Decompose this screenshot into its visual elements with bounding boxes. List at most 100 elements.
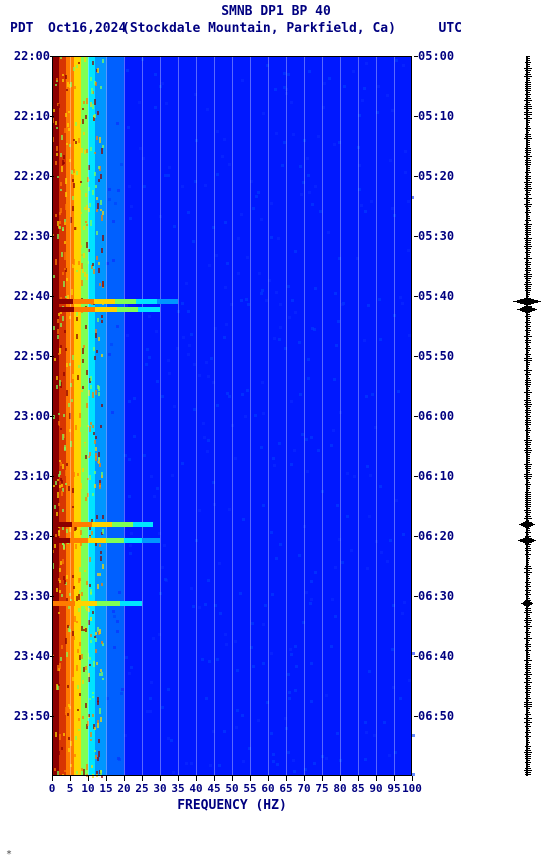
date-label: Oct16,2024	[48, 21, 126, 36]
page-root: SMNB DP1 BP 40 PDT Oct16,2024 (Stockdale…	[0, 0, 552, 864]
time-tick-label: 22:10	[14, 109, 50, 123]
chart-title: SMNB DP1 BP 40	[0, 0, 552, 19]
event-streak	[157, 299, 178, 304]
gridline	[250, 56, 251, 776]
time-tick-label: 05:00	[418, 49, 454, 63]
time-axis-left: 22:0022:1022:2022:3022:4022:5023:0023:10…	[8, 56, 52, 776]
gridline	[196, 56, 197, 776]
tz-right-label: UTC	[439, 21, 462, 36]
event-streak	[88, 538, 106, 543]
time-tick-label: 05:20	[418, 169, 454, 183]
event-streak	[92, 522, 112, 527]
event-streak	[106, 538, 124, 543]
time-axis-right: 05:0005:1005:2005:3005:4005:5006:0006:10…	[416, 56, 460, 776]
time-tick-label: 06:40	[418, 649, 454, 663]
gridline	[88, 56, 89, 776]
gridline	[70, 56, 71, 776]
time-tick-label: 06:30	[418, 589, 454, 603]
frequency-axis-title: FREQUENCY (HZ)	[52, 798, 412, 813]
time-tick-label: 23:50	[14, 709, 50, 723]
footnote: *	[6, 849, 12, 860]
time-tick-label: 22:40	[14, 289, 50, 303]
gridline	[358, 56, 359, 776]
gridline	[340, 56, 341, 776]
freq-tick-label: 90	[369, 782, 382, 795]
event-streak	[75, 601, 98, 606]
gridline	[304, 56, 305, 776]
event-streak	[73, 299, 94, 304]
freq-tick-label: 35	[171, 782, 184, 795]
gridline	[178, 56, 179, 776]
time-tick-label: 22:20	[14, 169, 50, 183]
time-tick-label: 05:40	[418, 289, 454, 303]
event-streak	[97, 601, 120, 606]
event-streak	[52, 601, 75, 606]
gridline	[124, 56, 125, 776]
freq-tick-label: 15	[99, 782, 112, 795]
event-streak	[117, 307, 139, 312]
freq-tick-label: 65	[279, 782, 292, 795]
time-tick-label: 06:50	[418, 709, 454, 723]
time-tick-label: 05:10	[418, 109, 454, 123]
frequency-axis: FREQUENCY (HZ) 0510152025303540455055606…	[52, 776, 412, 816]
freq-tick-label: 95	[387, 782, 400, 795]
gridline	[376, 56, 377, 776]
event-streak	[133, 522, 153, 527]
time-tick-label: 22:50	[14, 349, 50, 363]
spectrogram-plot	[52, 56, 412, 776]
time-tick-label: 23:10	[14, 469, 50, 483]
time-tick-label: 22:30	[14, 229, 50, 243]
time-tick-label: 22:00	[14, 49, 50, 63]
freq-tick-label: 85	[351, 782, 364, 795]
event-streak	[94, 299, 115, 304]
gridline	[232, 56, 233, 776]
event-streak	[52, 522, 72, 527]
freq-tick-label: 100	[402, 782, 422, 795]
time-tick-label: 23:00	[14, 409, 50, 423]
event-streak	[74, 307, 96, 312]
event-streak	[52, 538, 70, 543]
chart-subheader: PDT Oct16,2024 (Stockdale Mountain, Park…	[0, 19, 552, 39]
gridline	[106, 56, 107, 776]
freq-tick-label: 10	[81, 782, 94, 795]
time-tick-label: 23:30	[14, 589, 50, 603]
event-streak	[72, 522, 92, 527]
freq-tick-label: 5	[67, 782, 74, 795]
time-tick-label: 06:00	[418, 409, 454, 423]
freq-tick-label: 45	[207, 782, 220, 795]
tz-left-label: PDT	[10, 21, 33, 36]
gridline	[268, 56, 269, 776]
time-tick-label: 23:20	[14, 529, 50, 543]
gridline	[214, 56, 215, 776]
gridline	[322, 56, 323, 776]
gridline	[142, 56, 143, 776]
event-streak	[142, 538, 160, 543]
time-tick-label: 06:10	[418, 469, 454, 483]
freq-tick-label: 80	[333, 782, 346, 795]
event-streak	[95, 307, 117, 312]
freq-tick-label: 25	[135, 782, 148, 795]
gridline	[394, 56, 395, 776]
event-streak	[115, 299, 136, 304]
event-streak	[70, 538, 88, 543]
freq-tick-label: 20	[117, 782, 130, 795]
gridline	[286, 56, 287, 776]
seismogram-trace	[512, 56, 542, 776]
event-streak	[52, 307, 74, 312]
event-streak	[112, 522, 132, 527]
event-streak	[136, 299, 157, 304]
gridline	[160, 56, 161, 776]
time-tick-label: 05:30	[418, 229, 454, 243]
freq-tick-label: 55	[243, 782, 256, 795]
freq-tick-label: 40	[189, 782, 202, 795]
event-streak	[124, 538, 142, 543]
event-streak	[52, 299, 73, 304]
freq-tick-label: 70	[297, 782, 310, 795]
freq-tick-label: 50	[225, 782, 238, 795]
time-tick-label: 05:50	[418, 349, 454, 363]
location-label: (Stockdale Mountain, Parkfield, Ca)	[122, 21, 396, 36]
time-tick-label: 06:20	[418, 529, 454, 543]
freq-tick-label: 75	[315, 782, 328, 795]
freq-tick-label: 60	[261, 782, 274, 795]
freq-tick-label: 0	[49, 782, 56, 795]
